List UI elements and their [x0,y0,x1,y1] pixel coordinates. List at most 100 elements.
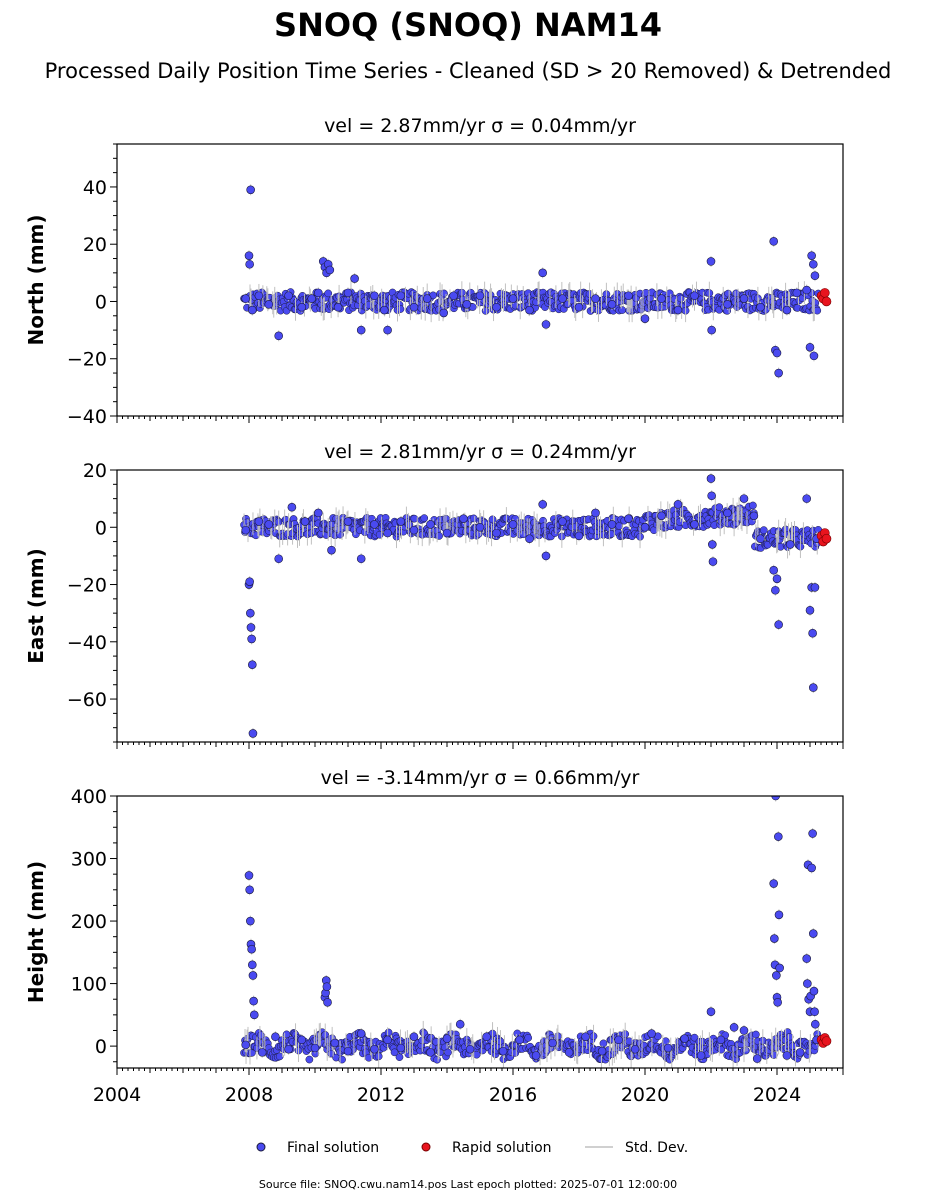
legend-stddev-label: Std. Dev. [625,1140,688,1156]
final-point [723,300,732,309]
final-point [459,514,468,523]
final-point [383,325,392,335]
final-point [782,305,792,315]
final-point [541,551,551,561]
final-point-dense [395,1053,404,1062]
final-point [475,522,485,532]
ytick-label: 100 [71,974,107,996]
final-point [525,534,534,544]
final-point [696,1051,706,1060]
source-prefix: Source file: [259,1178,324,1191]
ytick-label: −20 [67,575,107,597]
final-point [327,545,336,555]
final-point [426,1048,435,1057]
final-point [773,998,782,1007]
final-point-dense [676,294,685,303]
final-point [356,1029,366,1038]
final-point [475,291,485,301]
ytick-label: −40 [67,406,107,428]
final-point [749,511,759,521]
ytick-label: 20 [83,460,107,482]
final-point-dense [324,289,333,298]
final-point [775,963,784,973]
ytick-label: 200 [71,911,107,933]
rapid-point [821,533,832,544]
final-point [614,1035,623,1045]
final-point-dense [305,1055,314,1064]
final-point [538,500,548,509]
final-point [515,1035,524,1045]
final-point [769,879,779,888]
final-point [356,554,366,564]
final-point [525,305,534,315]
final-point [254,291,264,301]
final-point [409,525,419,535]
stddev-bars-north [245,184,816,379]
ytick-label: 0 [95,291,107,313]
final-point [442,1034,452,1043]
ytick-label: −40 [67,632,107,654]
final-point [795,1048,805,1057]
final-point [422,294,432,303]
final-point [245,577,254,586]
final-point [739,494,749,503]
ytick-label: 0 [95,517,107,539]
xtick-label: 2008 [225,1084,273,1106]
final-point [574,531,584,541]
final-point [297,1035,307,1045]
stddev-bars-east [243,473,818,739]
source-footer: Source file: SNOQ.cwu.nam14.pos Last epo… [259,1178,677,1191]
final-point [708,540,717,549]
final-point-dense [444,1048,452,1057]
final-point [591,508,600,518]
final-point [264,520,274,529]
final-point [307,294,317,303]
final-point [690,291,699,301]
final-point [356,325,366,335]
ytick-label: 20 [83,234,107,256]
final-point [370,1044,379,1054]
final-point [640,522,650,532]
xtick-label: 2020 [621,1084,669,1106]
final-point [343,1046,353,1056]
final-point [810,271,820,281]
final-point [647,1029,656,1038]
final-point [581,1032,590,1042]
final-point [802,954,812,963]
ylabel-east: East (mm) [24,548,48,664]
final-point-dense [759,526,768,534]
final-point [498,1046,508,1056]
final-point [630,1044,640,1054]
final-point [350,274,359,283]
final-point [465,1044,475,1054]
data-layer-north [240,184,832,379]
figure-title: SNOQ (SNOQ) NAM14 [274,6,662,44]
final-point [772,971,781,980]
final-point [409,1032,419,1042]
final-point-dense [384,1028,393,1037]
panel-east: vel = 2.81mm/yr σ = 0.24mm/yr East (mm) −6… [24,441,844,749]
xtick-label: 2024 [753,1084,801,1106]
final-point [774,620,783,629]
final-point [802,494,812,503]
final-point [482,1032,491,1042]
final-point [254,517,264,526]
final-point [323,998,332,1007]
final-point [310,1043,320,1053]
final-point [707,325,716,335]
final-point [752,1054,762,1063]
final-point [248,305,257,315]
final-point-dense [338,1055,346,1064]
xtick-label: 2016 [489,1084,537,1106]
final-point [803,979,812,988]
final-point [729,1023,739,1032]
final-point [716,1035,726,1045]
final-point [284,291,293,301]
final-point [245,885,254,895]
final-point [772,348,782,358]
final-point [769,237,779,246]
source-file: SNOQ.cwu.nam14.pos [324,1178,447,1191]
final-point [274,331,284,341]
final-point [248,660,257,669]
